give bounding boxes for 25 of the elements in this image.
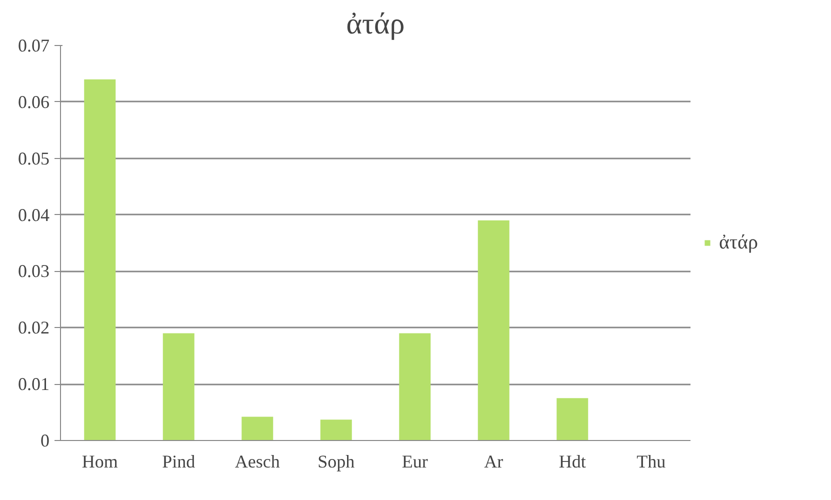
y-tick-label: 0.05 [18, 148, 50, 168]
bar [478, 220, 510, 440]
y-tick-label: 0.06 [18, 92, 50, 112]
y-tick-label: 0 [40, 430, 50, 450]
y-tick-label: 0.04 [18, 204, 50, 225]
chart-title: ἀτάρ [346, 8, 405, 40]
x-tick-label: Ar [484, 452, 504, 472]
x-tick-label: Hom [82, 452, 118, 472]
bar [162, 333, 194, 440]
y-tick-label: 0.02 [18, 318, 50, 338]
bar [242, 416, 274, 440]
x-tick-label: Aesch [234, 452, 280, 472]
x-tick-label: Soph [318, 452, 355, 472]
bar [556, 398, 588, 440]
x-tick-label: Hdt [558, 452, 586, 472]
legend-label: ἀτάρ [719, 231, 758, 254]
x-tick-label: Pind [162, 452, 196, 472]
y-tick-label: 0.01 [18, 374, 50, 394]
y-tick-label: 0.07 [18, 36, 50, 56]
bar [84, 79, 116, 440]
bar [320, 420, 352, 440]
bar [399, 333, 431, 440]
y-tick-label: 0.03 [18, 261, 50, 282]
x-tick-label: Thu [636, 452, 666, 472]
x-tick-label: Eur [402, 452, 428, 472]
